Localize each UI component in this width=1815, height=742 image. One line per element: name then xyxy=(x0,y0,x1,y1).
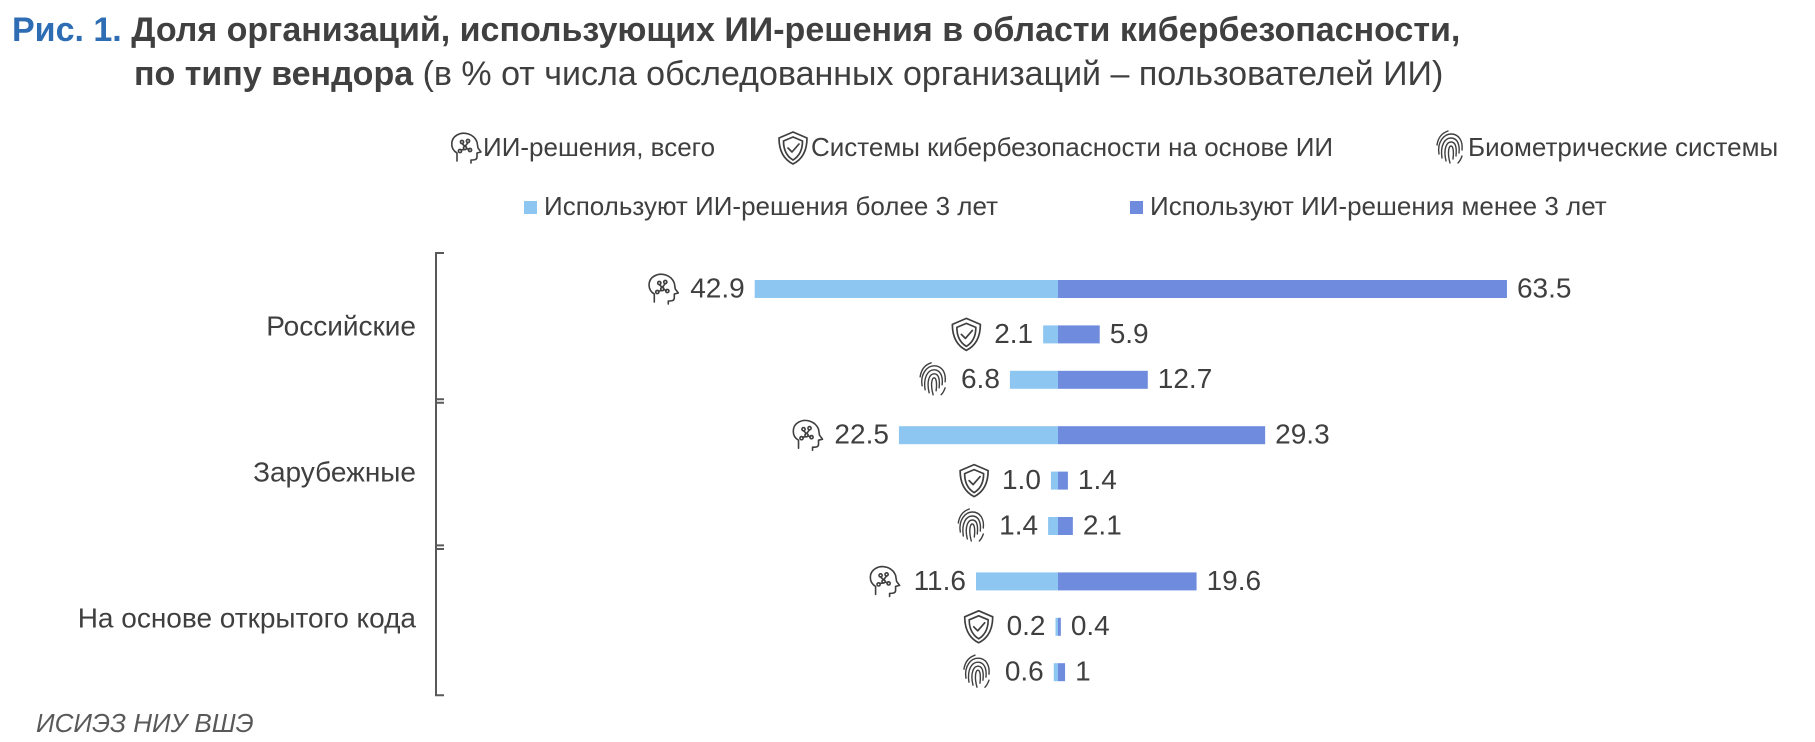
bar-less-3-years xyxy=(1058,617,1061,636)
source-note: ИСИЭЗ НИУ ВШЭ xyxy=(36,708,254,738)
value-label-less-3: 63.5 xyxy=(1517,272,1572,303)
bar-more-3-years xyxy=(898,426,1058,445)
ai-head-icon xyxy=(792,419,824,452)
bar-row: 11.6 19.6 xyxy=(869,565,1262,598)
series-legend-swatch xyxy=(524,201,537,214)
bar-row: 6.8 12.7 xyxy=(919,362,1213,396)
icon-legend-item: ИИ-решения, всего xyxy=(450,132,715,164)
title-line-1: Доля организаций, использующих ИИ-решени… xyxy=(131,11,1461,49)
ai-head-icon xyxy=(869,565,901,598)
bar-more-3-years xyxy=(1055,617,1058,636)
group-label: На основе открытого кода xyxy=(78,603,417,634)
value-label-less-3: 12.7 xyxy=(1158,363,1213,394)
vendor-group: 22.5 29.3 1.0 1.4 1.4 2.1 Зарубежные xyxy=(253,398,1330,550)
fingerprint-icon xyxy=(957,508,985,542)
bar-less-3-years xyxy=(1058,426,1266,445)
shield-check-icon xyxy=(959,463,989,498)
bar-row: 1.0 1.4 xyxy=(959,463,1117,498)
series-legend-item: Используют ИИ-решения менее 3 лет xyxy=(1130,191,1607,221)
bar-more-3-years xyxy=(1043,325,1058,344)
shield-check-icon xyxy=(951,317,982,352)
value-label-more-3: 1.0 xyxy=(1002,464,1041,495)
group-label: Зарубежные xyxy=(253,456,416,487)
vendor-group: 42.9 63.5 2.1 5.9 6.8 12.7 Российские xyxy=(266,252,1572,404)
bar-more-3-years xyxy=(1009,370,1058,389)
bar-more-3-years xyxy=(1048,517,1058,535)
bar-row: 1.4 2.1 xyxy=(957,508,1122,542)
icon-legend-label: ИИ-решения, всего xyxy=(483,132,715,162)
group-bracket xyxy=(435,544,444,697)
title-line-2-wrap: по типу вендора (в % от числа обследован… xyxy=(12,52,1802,96)
bar-less-3-years xyxy=(1058,517,1073,535)
bar-less-3-years xyxy=(1058,663,1066,682)
bar-row: 0.2 0.4 xyxy=(963,609,1110,644)
fingerprint-icon xyxy=(1436,130,1463,164)
chart-title: Рис. 1. Доля организаций, использующих И… xyxy=(12,8,1802,96)
value-label-less-3: 19.6 xyxy=(1207,565,1262,596)
value-label-less-3: 29.3 xyxy=(1275,419,1330,450)
bar-more-3-years xyxy=(1053,663,1058,682)
group-bracket xyxy=(435,252,444,404)
title-units: (в % от числа обследованных организаций … xyxy=(422,55,1444,93)
figure-label: Рис. 1. xyxy=(12,11,122,49)
bar-row: 22.5 29.3 xyxy=(792,419,1330,452)
bar-more-3-years xyxy=(1050,471,1058,490)
value-label-more-3: 2.1 xyxy=(994,318,1033,349)
fingerprint-icon xyxy=(919,362,946,396)
group-bracket xyxy=(435,398,444,550)
value-label-more-3: 0.2 xyxy=(1007,610,1046,641)
bar-less-3-years xyxy=(1058,325,1100,344)
series-legend-swatch xyxy=(1130,201,1143,214)
bar-less-3-years xyxy=(1058,572,1197,591)
value-label-more-3: 6.8 xyxy=(961,363,1000,394)
icon-legend-label: Системы кибербезопасности на основе ИИ xyxy=(811,132,1333,162)
bar-more-3-years xyxy=(754,280,1058,298)
title-line-2: по типу вендора xyxy=(134,55,414,93)
value-label-more-3: 42.9 xyxy=(690,272,745,303)
bar-row: 42.9 63.5 xyxy=(648,272,1572,305)
value-label-less-3: 2.1 xyxy=(1083,509,1122,540)
series-legend-item: Используют ИИ-решения более 3 лет xyxy=(524,191,998,221)
shield-check-icon xyxy=(778,131,808,165)
value-label-less-3: 1.4 xyxy=(1078,464,1117,495)
series-legend-label: Используют ИИ-решения более 3 лет xyxy=(544,191,998,221)
value-label-more-3: 22.5 xyxy=(834,419,889,450)
icon-legend: ИИ-решения, всего Системы кибербезопаснос… xyxy=(450,130,1778,165)
bar-less-3-years xyxy=(1058,471,1068,490)
icon-legend-item: Биометрические системы xyxy=(1436,130,1778,164)
icon-legend-label: Биометрические системы xyxy=(1468,132,1778,162)
icon-legend-item: Системы кибербезопасности на основе ИИ xyxy=(778,131,1333,165)
vendor-group: 11.6 19.60.2 0.40.6 1На основе открытого ко… xyxy=(78,544,1262,697)
bar-less-3-years xyxy=(1058,370,1148,389)
value-label-less-3: 1 xyxy=(1075,656,1091,687)
bar-more-3-years xyxy=(975,572,1058,591)
shield-check-icon xyxy=(963,609,994,644)
value-label-less-3: 0.4 xyxy=(1071,610,1110,641)
ai-head-icon xyxy=(450,132,482,164)
fingerprint-icon xyxy=(963,654,990,688)
bar-less-3-years xyxy=(1058,280,1507,298)
value-label-more-3: 11.6 xyxy=(914,565,966,596)
bar-row: 2.1 5.9 xyxy=(951,317,1149,352)
series-legend: Используют ИИ-решения более 3 лет Использ… xyxy=(524,191,1607,221)
ai-head-icon xyxy=(648,273,680,305)
group-label: Российские xyxy=(266,310,416,341)
value-label-less-3: 5.9 xyxy=(1110,318,1149,349)
plot-area: 42.9 63.5 2.1 5.9 6.8 12.7 Российские 22.5 29.3 1… xyxy=(78,252,1572,697)
series-legend-label: Используют ИИ-решения менее 3 лет xyxy=(1150,191,1607,221)
value-label-more-3: 0.6 xyxy=(1005,656,1044,687)
bar-row: 0.6 1 xyxy=(963,654,1091,688)
value-label-more-3: 1.4 xyxy=(999,509,1038,540)
